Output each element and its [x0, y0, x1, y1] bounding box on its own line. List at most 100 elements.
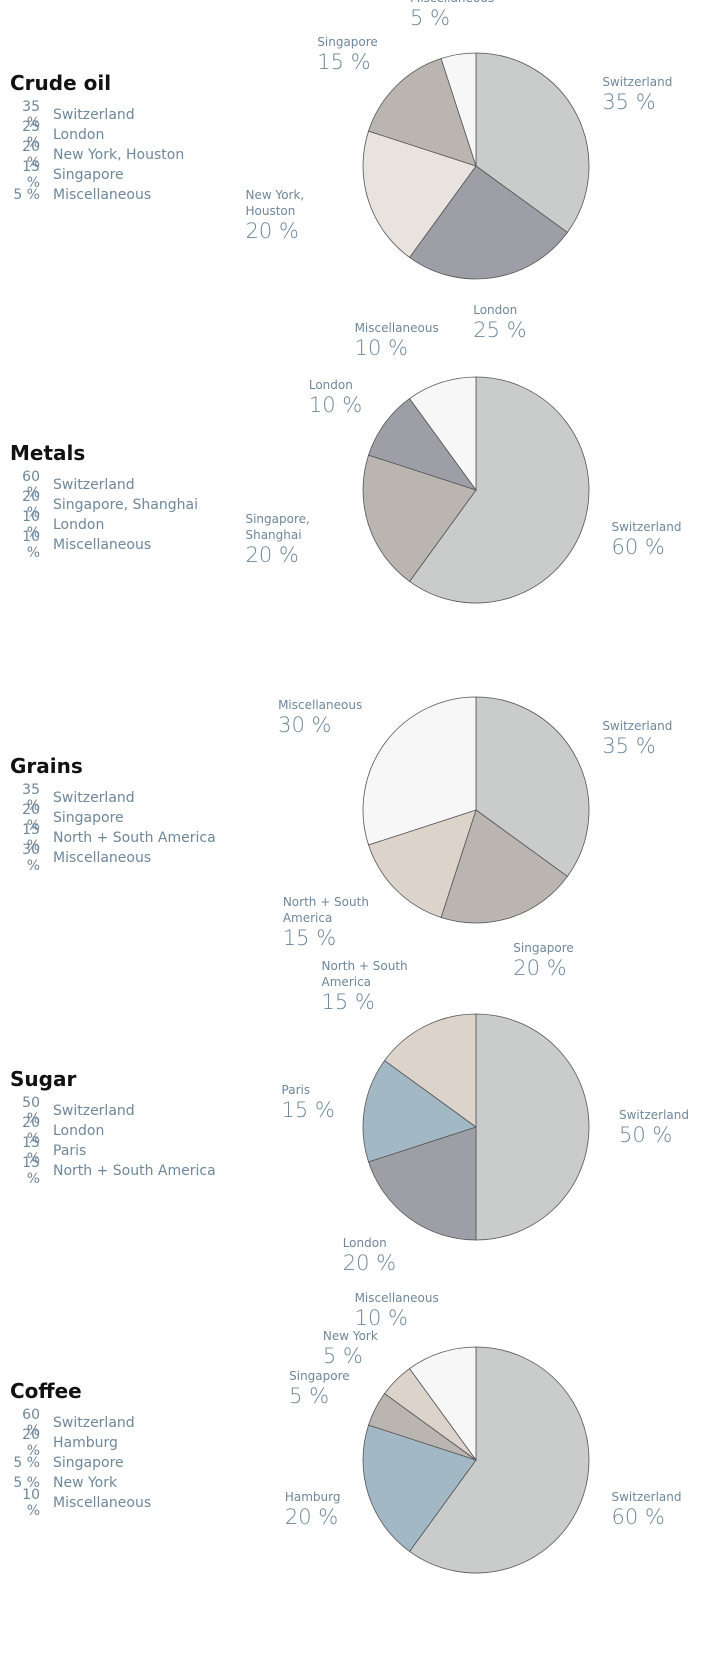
legend-name: New York	[53, 1475, 118, 1491]
pie-label: London 25 %	[473, 302, 526, 342]
pie-label: New York, Houston 20 %	[245, 187, 340, 243]
pie-slice	[362, 130, 477, 258]
pie-slice	[368, 58, 477, 167]
legend-value: 35 %	[22, 782, 40, 814]
legend-value: 60 %	[22, 1407, 40, 1439]
pie-label-value: 20 %	[284, 1504, 339, 1529]
legend-name: North + South America	[53, 1163, 216, 1179]
legend-value: 15 %	[22, 159, 40, 191]
pie-label: Switzerland 60 %	[612, 519, 682, 559]
legend-name: London	[53, 517, 105, 533]
legend-name: Switzerland	[53, 477, 135, 493]
legend-name: Singapore, Shanghai	[53, 497, 198, 513]
pie-slice	[475, 696, 590, 877]
chart-title: Grains	[10, 754, 83, 778]
pie-slice	[440, 809, 568, 924]
pie-label-value: 30 %	[278, 713, 332, 738]
pie-slice	[362, 1060, 477, 1163]
legend-name: Switzerland	[53, 790, 135, 806]
pie-label-name: Singapore, Shanghai	[245, 511, 310, 542]
pie-label: Miscellaneous 10 %	[355, 320, 439, 360]
legend-value: 60 %	[22, 469, 40, 501]
pie-slice	[409, 376, 477, 492]
pie-label: London 20 %	[343, 1235, 396, 1275]
pie-label-name: London	[473, 303, 518, 318]
pie-label-name: Singapore	[317, 35, 378, 50]
pie-label-name: Switzerland	[611, 519, 682, 534]
chart-title: Coffee	[10, 1379, 82, 1403]
pie-label-name: London	[342, 1235, 387, 1250]
legend-value: 5 %	[13, 1475, 40, 1491]
pie-slice	[362, 1424, 477, 1552]
pie-label-name: Paris	[281, 1083, 311, 1098]
pie-label: North + South America 15 %	[283, 894, 378, 950]
pie-label-value: 35 %	[602, 90, 656, 115]
legend-name: Singapore	[53, 810, 124, 826]
legend-name: North + South America	[53, 830, 216, 846]
pie-label-value: 25 %	[473, 318, 527, 343]
pie-label-value: 15 %	[281, 1098, 335, 1123]
legend-name: Miscellaneous	[53, 187, 152, 203]
pie-slice	[368, 398, 478, 491]
pie-label-value: 10 %	[354, 335, 408, 360]
legend-value: 25 %	[22, 119, 40, 151]
pie-label: Miscellaneous 10 %	[355, 1290, 439, 1330]
pie-label-name: Hamburg	[284, 1489, 341, 1504]
legend-name: Miscellaneous	[53, 850, 152, 866]
legend-name: Switzerland	[53, 1415, 135, 1431]
pie-label-value: 5 %	[289, 1384, 330, 1409]
pie-label: Singapore, Shanghai 20 %	[245, 511, 340, 567]
legend-value: 10 %	[22, 509, 40, 541]
legend-name: Singapore	[53, 167, 124, 183]
legend-value: 15 %	[22, 1155, 40, 1187]
legend-value: 20 %	[22, 802, 40, 834]
pie-label-value: 60 %	[611, 1504, 665, 1529]
legend-value: 5 %	[13, 1455, 40, 1471]
legend-value: 15 %	[22, 822, 40, 854]
legend-name: London	[53, 127, 105, 143]
legend-value: 15 %	[22, 1135, 40, 1167]
legend-value: 20 %	[22, 1427, 40, 1459]
pie-label-name: Switzerland	[602, 719, 673, 734]
pie-label-name: Singapore	[289, 1369, 350, 1384]
legend-name: Switzerland	[53, 1103, 135, 1119]
pie-label-name: Switzerland	[602, 75, 673, 90]
legend-value: 20 %	[22, 489, 40, 521]
pie-label: North + South America 15 %	[322, 958, 417, 1014]
pie-label: Switzerland 35 %	[602, 74, 672, 114]
legend-name: Paris	[53, 1143, 87, 1159]
pie-label: Singapore 15 %	[317, 34, 378, 74]
legend-value: 20 %	[22, 1115, 40, 1147]
legend-value: 35 %	[22, 99, 40, 131]
pie-label-value: 60 %	[611, 534, 665, 559]
pie-label: Switzerland 50 %	[619, 1107, 689, 1147]
pie-label: Miscellaneous 30 %	[278, 697, 362, 737]
legend-name: Switzerland	[53, 107, 135, 123]
legend-name: Singapore	[53, 1455, 124, 1471]
pie-label-value: 20 %	[245, 542, 299, 567]
pie-label-name: North + South America	[282, 894, 369, 925]
pie-slice	[368, 809, 477, 918]
pie-label: Singapore 5 %	[289, 1368, 350, 1408]
pie-label: New York 5 %	[323, 1328, 378, 1368]
pie-label-name: New York, Houston	[245, 187, 305, 218]
legend-name: New York, Houston	[53, 147, 185, 163]
pie-label-value: 15 %	[321, 990, 375, 1015]
legend-name: Miscellaneous	[53, 537, 152, 553]
legend-value: 10 %	[22, 529, 40, 561]
pie-label-name: London	[308, 378, 353, 393]
pie-slice	[362, 454, 477, 582]
chart-title: Sugar	[10, 1067, 77, 1091]
pie-slice	[362, 696, 477, 846]
pie-label-value: 20 %	[245, 218, 299, 243]
legend-value: 5 %	[13, 187, 40, 203]
pie-label-value: 35 %	[602, 734, 656, 759]
pie-label-value: 20 %	[342, 1250, 397, 1275]
pie-label-value: 15 %	[317, 50, 371, 75]
legend-value: 50 %	[22, 1095, 40, 1127]
pie-label-value: 5 %	[322, 1344, 363, 1369]
pie-label-value: 10 %	[354, 1305, 408, 1330]
pie-label: Paris 15 %	[282, 1082, 335, 1122]
